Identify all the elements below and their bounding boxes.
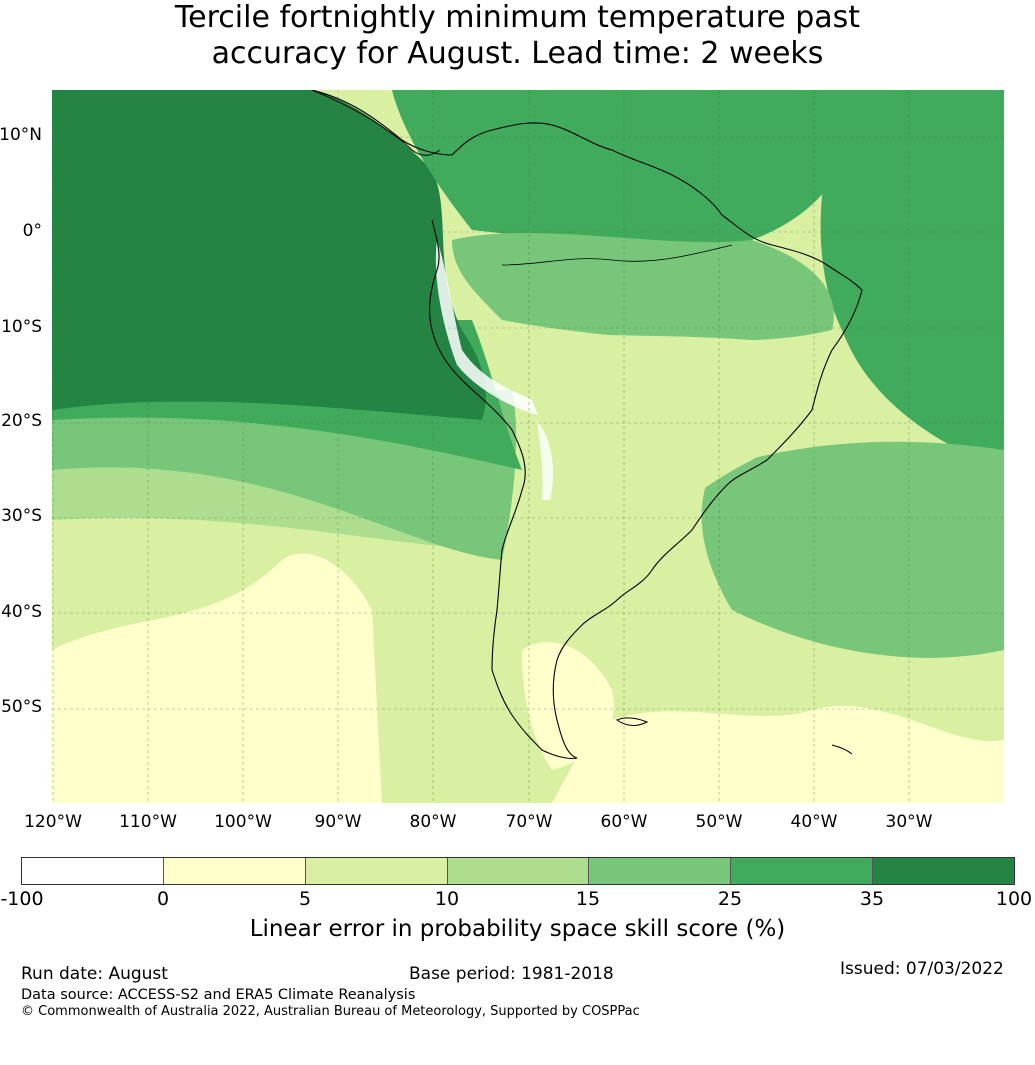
lon-label-120w: 120°W [24,812,82,832]
region-caribbean-upper [392,90,854,249]
run-date: Run date: August [21,964,168,984]
region-interior-low [502,330,824,690]
copyright: © Commonwealth of Australia 2022, Austra… [21,1004,640,1019]
lon-label-80w: 80°W [409,812,457,832]
lon-label-90w: 90°W [314,812,362,832]
colorbar-segment [589,858,732,884]
region-patagonia-low [522,642,614,770]
issued-date: Issued: 07/03/2022 [840,959,1004,979]
lon-label-70w: 70°W [505,812,553,832]
lon-label-110w: 110°W [119,812,177,832]
region-atacama-minimal [537,420,554,500]
lon-label-50w: 50°W [695,812,743,832]
title-line-1: Tercile fortnightly minimum temperature … [174,0,861,35]
region-amazon-mid [452,232,834,341]
colorbar-segment [163,858,306,884]
region-tropical-pacific-high [52,90,486,420]
colorbar-segment [22,858,164,884]
colorbar-tick: 100 [995,888,1033,910]
lon-label-100w: 100°W [214,812,272,832]
lon-label-60w: 60°W [600,812,648,832]
south-america-coastline [311,90,863,759]
lat-label-20s: 20°S [1,411,42,431]
lat-label-10n: 10°N [0,125,42,145]
colorbar-tick: 35 [859,888,885,910]
map-gridlines [52,90,1004,803]
colorbar-tick: 15 [575,888,601,910]
colorbar-tick: -100 [0,888,44,910]
lat-label-10s: 10°S [1,317,42,337]
lat-label-50s: 50°S [1,697,42,717]
colorbar-tick: 25 [717,888,743,910]
map-title: Tercile fortnightly minimum temperature … [0,0,1035,72]
lat-label-0: 0° [22,221,42,241]
base-period: Base period: 1981-2018 [409,964,614,984]
central-america-coastline [311,90,441,156]
colorbar-segment [447,858,590,884]
south-georgia [831,744,853,755]
colorbar-tick: 0 [156,888,170,910]
lon-label-30w: 30°W [885,812,933,832]
region-andes-minimal [435,240,538,415]
lat-label-30s: 30°S [1,506,42,526]
colorbar-segment [305,858,448,884]
amazon-river [501,244,733,266]
map-canvas [52,90,1004,803]
region-southern-ocean-low [52,553,382,803]
colorbar-segment [731,858,874,884]
title-line-2: accuracy for August. Lead time: 2 weeks [211,36,824,71]
lat-label-40s: 40°S [1,602,42,622]
colorbar-segment [873,858,1015,884]
region-south-atlantic-low [552,705,1004,803]
region-south-atlantic-moderate [701,441,1004,658]
lon-label-40w: 40°W [790,812,838,832]
colorbar-tick: 5 [298,888,312,910]
colorbar [21,857,1015,885]
data-source: Data source: ACCESS-S2 and ERA5 Climate … [21,987,416,1003]
colorbar-tick: 10 [434,888,460,910]
region-atlantic-upper [820,90,1004,470]
falkland-islands [615,717,649,726]
colorbar-label: Linear error in probability space skill … [249,916,786,942]
skill-score-map [52,90,1004,803]
